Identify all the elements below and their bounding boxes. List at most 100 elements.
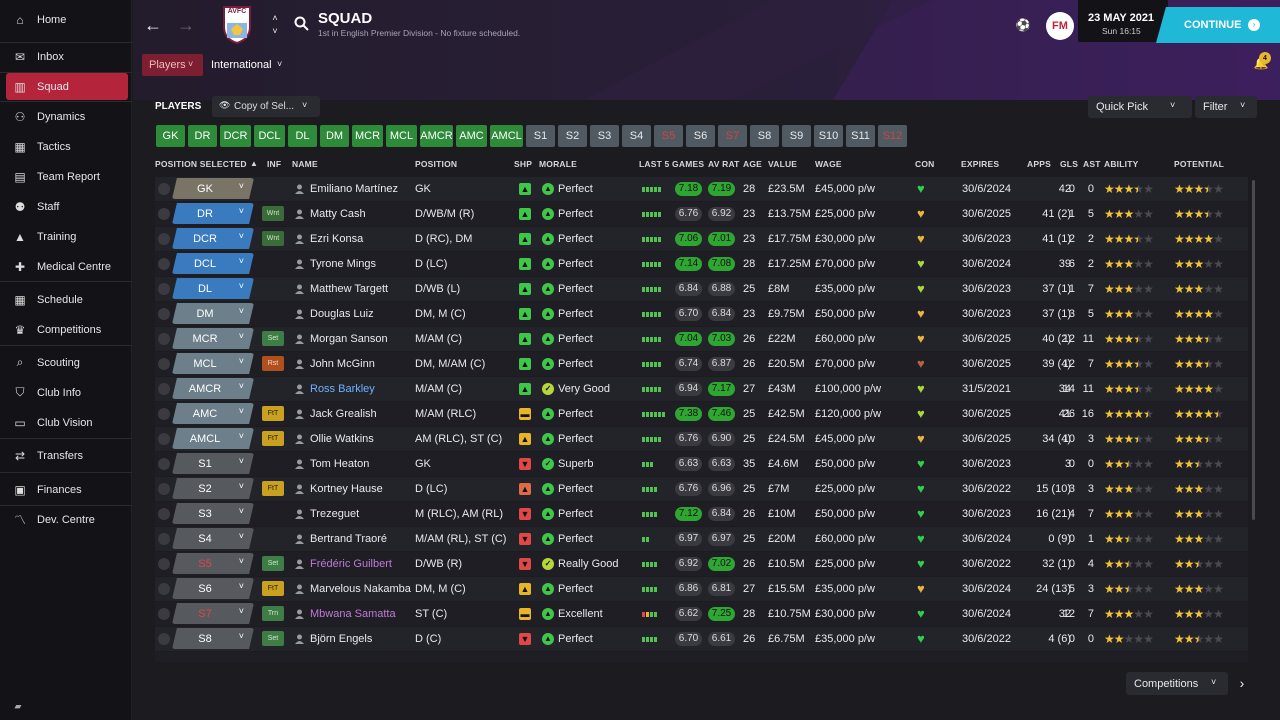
position-slot-dl[interactable]: DL [288,125,317,147]
sidebar-item-club-info[interactable]: ⛉ Club Info [6,379,128,406]
sidebar-item-dev-centre[interactable]: 〽 Dev. Centre [6,506,128,533]
continue-button[interactable]: CONTINUE › [1156,7,1280,43]
filter-button[interactable]: Filter ˅ [1195,96,1257,118]
row-checkbox[interactable] [158,183,170,195]
col-value[interactable]: VALUE [768,159,798,169]
search-icon[interactable] [294,16,310,32]
position-slot-s5[interactable]: S5 [654,125,683,147]
player-name[interactable]: Ollie Watkins [310,433,374,445]
info-badge[interactable]: Set [262,631,284,646]
info-badge[interactable]: FtT [262,406,284,421]
sidebar-item-transfers[interactable]: ⇄ Transfers [6,442,128,469]
row-checkbox[interactable] [158,608,170,620]
position-slot-s4[interactable]: S4 [622,125,651,147]
position-slot-dcl[interactable]: DCL [254,125,285,147]
position-slot-gk[interactable]: GK [156,125,185,147]
row-checkbox[interactable] [158,508,170,520]
info-badge[interactable]: FtT [262,431,284,446]
position-selector[interactable]: DL ˅ [172,278,254,299]
row-checkbox[interactable] [158,458,170,470]
player-name[interactable]: Emiliano Martínez [310,183,399,195]
chevron-down-icon[interactable]: ˅ [272,26,278,36]
position-slot-s9[interactable]: S9 [782,125,811,147]
position-slot-mcr[interactable]: MCR [352,125,383,147]
table-row[interactable]: S3 ˅ Trezeguet M (RLC), AM (RL) ▼ ▲ Perfect 7.1… [155,502,1248,526]
position-selector[interactable]: S7 ˅ [172,603,254,624]
player-name[interactable]: Ezri Konsa [310,233,364,245]
quick-pick-button[interactable]: Quick Pick ˅ [1088,96,1192,118]
view-selector[interactable]: 👁 Copy of Sel... ˅ [212,96,320,117]
sidebar-item-scouting[interactable]: ⌕ Scouting [6,349,128,376]
position-selector[interactable]: MCR ˅ [172,328,254,349]
row-checkbox[interactable] [158,308,170,320]
table-row[interactable]: S4 ˅ Bertrand Traoré M/AM (RL), ST (C) ▼ ▲ Per… [155,527,1248,551]
info-badge[interactable]: FtT [262,481,284,496]
info-badge[interactable]: Rst [262,356,284,371]
position-selector[interactable]: DCR ˅ [172,228,254,249]
position-slot-amcl[interactable]: AMCL [490,125,523,147]
table-row[interactable]: DCR ˅ Wnt Ezri Konsa D (RC), DM ▲ ▲ Perfect 7.06… [155,227,1248,251]
col-con[interactable]: CON [915,159,935,169]
fm-logo[interactable]: FM [1046,12,1074,40]
chevron-right-icon[interactable]: › [1239,675,1245,691]
col-shp[interactable]: SHP [514,159,533,169]
row-checkbox[interactable] [158,433,170,445]
info-badge[interactable]: Wnt [262,231,284,246]
position-selector[interactable]: GK ˅ [172,178,254,199]
table-row[interactable]: DL ˅ Matthew Targett D/WB (L) ▲ ▲ Perfect 6.84 6… [155,277,1248,301]
sidebar-item-squad[interactable]: ▥ Squad [6,73,128,100]
player-name[interactable]: Mbwana Samatta [310,608,396,620]
position-slot-s2[interactable]: S2 [558,125,587,147]
row-checkbox[interactable] [158,333,170,345]
sidebar-item-inbox[interactable]: ✉ Inbox [6,43,128,70]
position-selector[interactable]: AMCL ˅ [172,428,254,449]
sidebar-item-club-vision[interactable]: ▭ Club Vision [6,409,128,436]
table-row[interactable]: MCR ˅ Set Morgan Sanson M/AM (C) ▲ ▲ Perfect 7.0… [155,327,1248,351]
position-slot-s6[interactable]: S6 [686,125,715,147]
sidebar-item-tactics[interactable]: ▦ Tactics [6,133,128,160]
position-slot-s7[interactable]: S7 [718,125,747,147]
player-name[interactable]: Frédéric Guilbert [310,558,392,570]
table-row[interactable]: S1 ˅ Tom Heaton GK ▼ ✓ Superb 6.63 6.63 35 £4.6M £5… [155,452,1248,476]
col-name[interactable]: NAME [292,159,318,169]
col-last5[interactable]: LAST 5 GAMES [639,159,705,169]
row-checkbox[interactable] [158,558,170,570]
col-potential[interactable]: POTENTIAL [1174,159,1224,169]
col-avrat[interactable]: AV RAT [708,159,740,169]
info-badge[interactable]: Set [262,331,284,346]
table-row[interactable]: AMCL ˅ FtT Ollie Watkins AM (RLC), ST (C) ▲ ▲ P… [155,427,1248,451]
position-slot-s10[interactable]: S10 [814,125,843,147]
position-selector[interactable]: DCL ˅ [172,253,254,274]
col-inf[interactable]: INF [267,159,282,169]
table-row[interactable]: AMCR ˅ Ross Barkley M/AM (C) ▲ ✓ Very Good 6.94… [155,377,1248,401]
position-slot-s12[interactable]: S12 [878,125,907,147]
forward-arrow-icon[interactable]: → [177,14,195,35]
table-row[interactable]: GK ˅ Emiliano Martínez GK ▲ ▲ Perfect 7.18 7.19 2… [155,177,1248,201]
row-checkbox[interactable] [158,483,170,495]
sidebar-item-dynamics[interactable]: ⚇ Dynamics [6,103,128,130]
player-name[interactable]: Douglas Luiz [310,308,374,320]
chevron-up-icon[interactable]: ˄ [272,13,278,23]
position-slot-dcr[interactable]: DCR [220,125,251,147]
table-row[interactable]: S8 ˅ Set Björn Engels D (C) ▼ ▲ Perfect 6.70 6.61… [155,627,1248,651]
col-position-selected[interactable]: POSITION SELECTED [155,159,247,169]
col-ast[interactable]: AST [1083,159,1101,169]
position-slot-amcr[interactable]: AMCR [420,125,453,147]
position-slot-amc[interactable]: AMC [456,125,487,147]
table-row[interactable]: DM ˅ Douglas Luiz DM, M (C) ▲ ▲ Perfect 6.70 6.8… [155,302,1248,326]
player-name[interactable]: Kortney Hause [310,483,383,495]
sidebar-item-home[interactable]: ⌂ Home [6,6,128,33]
date-panel[interactable]: 23 MAY 2021 Sun 16:15 [1078,0,1168,42]
position-selector[interactable]: S4 ˅ [172,528,254,549]
position-slot-dm[interactable]: DM [320,125,349,147]
position-selector[interactable]: S8 ˅ [172,628,254,649]
tab-players[interactable]: Players ˅ [142,54,203,76]
position-selector[interactable]: S2 ˅ [172,478,254,499]
sort-ascending-icon[interactable]: ▲ [250,159,259,168]
position-slot-s8[interactable]: S8 [750,125,779,147]
player-name[interactable]: Matty Cash [310,208,366,220]
position-selector[interactable]: DM ˅ [172,303,254,324]
table-row[interactable]: AMC ˅ FtT Jack Grealish M/AM (RLC) ▬ ▲ Perfect 7… [155,402,1248,426]
back-arrow-icon[interactable]: ← [144,14,162,35]
col-position[interactable]: POSITION [415,159,458,169]
